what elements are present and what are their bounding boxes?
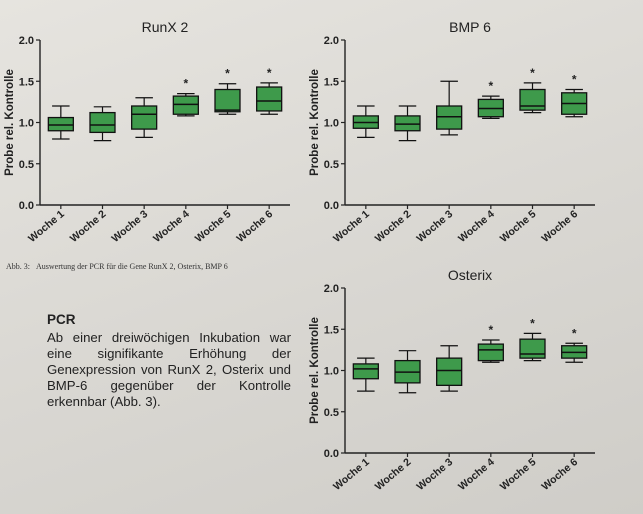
significance-marker: * <box>183 77 188 91</box>
x-tick-label: Woche 4 <box>456 456 497 493</box>
y-axis-label: Probe rel. Kontrolle <box>309 317 321 424</box>
y-axis-label: Probe rel. Kontrolle <box>309 69 321 176</box>
x-tick-label: Woche 4 <box>456 208 497 245</box>
significance-marker: * <box>530 66 535 80</box>
x-tick-label: Woche 5 <box>498 208 539 245</box>
y-tick-label: 1.5 <box>19 76 34 88</box>
x-tick-label: Woche 5 <box>498 456 539 493</box>
y-tick-label: 0.0 <box>324 448 339 460</box>
x-tick-label: Woche 1 <box>26 208 67 245</box>
box-iqr <box>519 338 546 359</box>
significance-marker: * <box>572 73 577 87</box>
box-plot: * <box>561 326 588 363</box>
box-iqr <box>131 105 158 130</box>
x-tick-label: Woche 2 <box>68 208 109 245</box>
box-plot <box>47 105 74 140</box>
box-iqr <box>394 115 421 132</box>
pcr-paragraph: Ab einer dreiwöchigen Inkubation war ein… <box>47 330 291 409</box>
chart-title: Osterix <box>448 267 492 283</box>
x-tick-label: Woche 3 <box>109 208 150 245</box>
x-tick-label: Woche 3 <box>414 208 455 245</box>
chart-bmp6: BMP 6 Probe rel. Kontrolle 0.0 0.5 1.0 1.5 2.0… <box>309 19 595 245</box>
x-tick-label: Woche 5 <box>193 208 234 245</box>
box-plot <box>436 345 463 392</box>
figure-caption-label: Abb. 3: <box>6 262 30 271</box>
box-plot <box>89 106 116 142</box>
box-plot: * <box>172 77 199 117</box>
x-tick-label: Woche 6 <box>539 456 580 493</box>
x-tick-label: Woche 2 <box>373 456 414 493</box>
y-tick-label: 0.0 <box>324 200 339 212</box>
box-iqr <box>89 111 116 134</box>
box-plot <box>394 350 421 394</box>
chart-title: BMP 6 <box>449 19 491 35</box>
chart-osterix: Osterix Probe rel. Kontrolle 0.0 0.5 1.0 1.5 2… <box>309 267 595 493</box>
box-plot: * <box>256 66 283 115</box>
y-tick-label: 0.5 <box>19 159 34 171</box>
x-tick-label: Woche 4 <box>151 208 192 245</box>
box-iqr <box>352 363 379 380</box>
box-plot <box>131 97 158 138</box>
box-plot: * <box>477 323 504 363</box>
figure-caption: Abb. 3: Auswertung der PCR für die Gene R… <box>6 262 326 271</box>
y-tick-label: 1.5 <box>324 324 339 336</box>
significance-marker: * <box>530 316 535 330</box>
y-tick-label: 2.0 <box>19 35 34 47</box>
box-iqr <box>47 116 74 132</box>
x-tick-label: Woche 1 <box>331 208 372 245</box>
significance-marker: * <box>488 323 493 337</box>
y-tick-label: 0.5 <box>324 159 339 171</box>
x-tick-label: Woche 1 <box>331 456 372 493</box>
box-plot <box>352 105 379 138</box>
significance-marker: * <box>267 66 272 80</box>
chart-runx2: RunX 2 Probe rel. Kontrolle 0.0 0.5 1.0 1.5 2.… <box>4 19 290 245</box>
pcr-section: PCR Ab einer dreiwöchigen Inkubation war… <box>47 312 291 410</box>
y-tick-label: 2.0 <box>324 283 339 295</box>
y-tick-label: 2.0 <box>324 35 339 47</box>
y-tick-label: 1.0 <box>324 366 339 378</box>
chart-title: RunX 2 <box>142 19 189 35</box>
significance-marker: * <box>225 67 230 81</box>
figure-caption-text: Auswertung der PCR für die Gene RunX 2, … <box>36 262 228 271</box>
box-plot: * <box>561 73 588 118</box>
x-tick-label: Woche 6 <box>234 208 275 245</box>
y-tick-label: 1.0 <box>19 118 34 130</box>
box-plot <box>352 357 379 392</box>
box-iqr <box>436 105 463 130</box>
box-plot: * <box>519 66 546 114</box>
box-iqr <box>256 86 283 112</box>
significance-marker: * <box>572 326 577 340</box>
x-tick-label: Woche 3 <box>414 456 455 493</box>
box-plot: * <box>519 316 546 362</box>
y-tick-label: 1.5 <box>324 76 339 88</box>
box-plot <box>436 80 463 136</box>
x-tick-label: Woche 6 <box>539 208 580 245</box>
box-iqr <box>519 88 546 111</box>
box-iqr <box>214 88 241 113</box>
box-plot <box>394 105 421 142</box>
y-tick-label: 1.0 <box>324 118 339 130</box>
box-plot: * <box>214 67 241 115</box>
x-tick-label: Woche 2 <box>373 208 414 245</box>
box-plot: * <box>477 79 504 119</box>
y-tick-label: 0.5 <box>324 407 339 419</box>
box-iqr <box>436 357 463 387</box>
box-iqr <box>172 95 199 115</box>
pcr-heading: PCR <box>47 312 76 327</box>
y-tick-label: 0.0 <box>19 200 34 212</box>
box-iqr <box>477 343 504 362</box>
y-axis-label: Probe rel. Kontrolle <box>4 69 16 176</box>
significance-marker: * <box>488 79 493 93</box>
